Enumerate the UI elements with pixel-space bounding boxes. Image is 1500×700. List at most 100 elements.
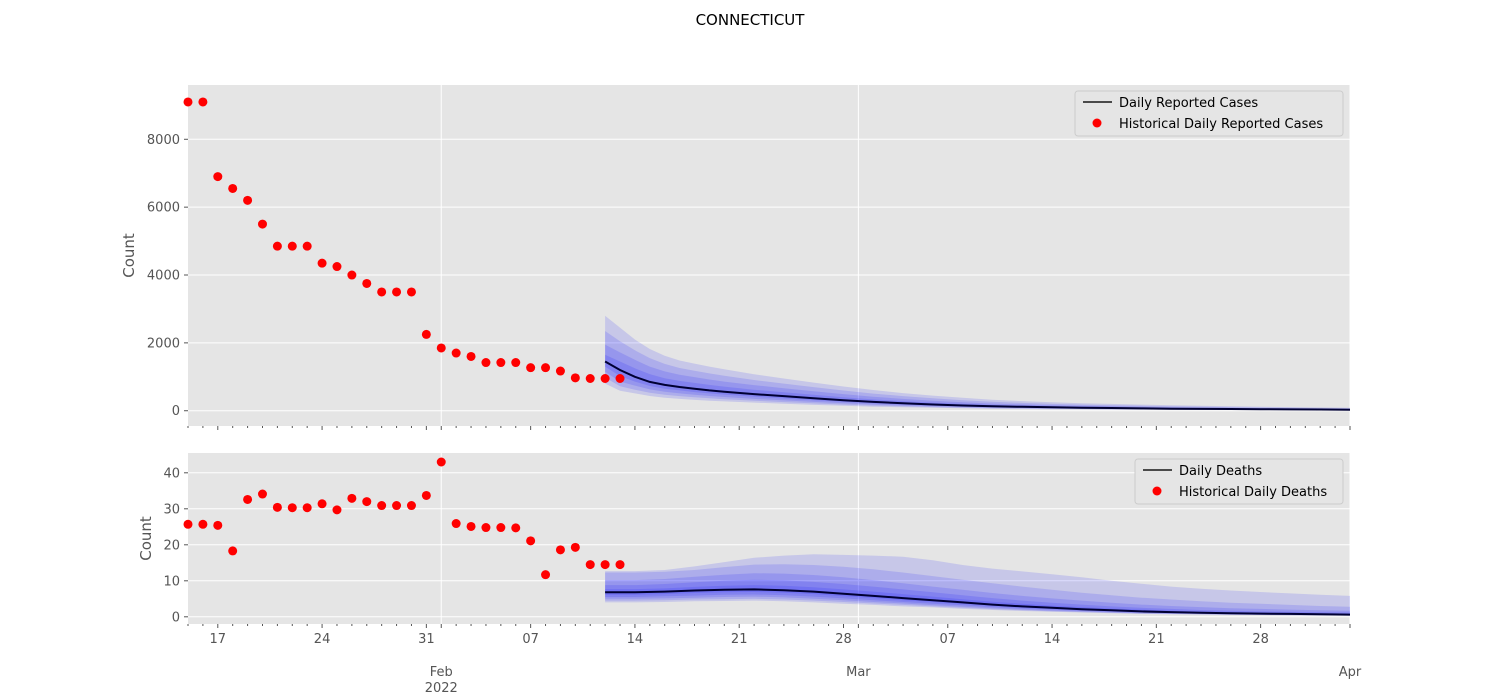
- deaths-forecast-band-2: [605, 573, 1350, 616]
- cases-y-tick-label: 4000: [147, 269, 180, 284]
- deaths-legend-entry: Historical Daily Deaths: [1179, 485, 1327, 500]
- cases-historical-point: [466, 351, 476, 361]
- shared-x-axis: 17 24 31 07 14 21 28 07 14 21 28 Feb Mar Apr 2022: [210, 632, 1362, 696]
- cases-forecast-band-1: [605, 331, 1350, 411]
- cases-legend-point-swatch: [1092, 118, 1102, 128]
- deaths-forecast-band-0: [605, 554, 1350, 616]
- deaths-historical-point: [228, 546, 238, 556]
- deaths-historical-point: [377, 501, 387, 511]
- cases-historical-point: [257, 219, 267, 229]
- cases-historical-point: [570, 373, 580, 383]
- deaths-historical-point: [213, 520, 223, 530]
- cases-historical-point: [243, 195, 253, 205]
- cases-historical-point: [600, 373, 610, 383]
- cases-legend-entry: Daily Reported Cases: [1119, 96, 1258, 111]
- cases-historical-point: [347, 270, 357, 280]
- cases-historical-point: [392, 287, 402, 297]
- deaths-historical-point: [555, 545, 565, 555]
- deaths-historical-point: [541, 570, 551, 580]
- deaths-historical-point: [496, 523, 506, 533]
- deaths-legend-box: [1134, 458, 1344, 505]
- cases-historical-point: [451, 348, 461, 358]
- cases-y-tick-label: 2000: [147, 336, 180, 351]
- deaths-historical-point: [585, 560, 595, 570]
- cases-historical-point: [406, 287, 416, 297]
- x-month-tick-label: Mar: [846, 665, 871, 680]
- cases-forecast-band-0: [605, 315, 1350, 411]
- deaths-historical-point: [436, 457, 446, 467]
- x-day-tick-label: 21: [731, 632, 748, 647]
- deaths-y-tick-label: 40: [163, 466, 180, 481]
- x-day-tick-label: 31: [418, 632, 435, 647]
- deaths-y-tick-label: 10: [163, 574, 180, 589]
- deaths-forecast-band-3: [605, 579, 1350, 615]
- deaths-historical-point: [198, 519, 208, 529]
- x-day-tick-label: 14: [1044, 632, 1061, 647]
- deaths-historical-point: [392, 501, 402, 511]
- deaths-historical-point: [600, 560, 610, 570]
- deaths-y-tick-label: 20: [163, 538, 180, 553]
- cases-historical-point: [362, 278, 372, 288]
- cases-y-tick-label: 6000: [147, 201, 180, 216]
- x-month-tick-label: Feb: [430, 665, 453, 680]
- cases-historical-point: [198, 97, 208, 107]
- deaths-historical-point: [257, 489, 267, 499]
- cases-historical-point: [481, 358, 491, 368]
- x-day-tick-label: 28: [835, 632, 852, 647]
- x-day-tick-label: 07: [522, 632, 539, 647]
- deaths-historical-point: [406, 501, 416, 511]
- deaths-historical-point: [332, 505, 342, 515]
- x-day-tick-label: 24: [314, 632, 331, 647]
- cases-legend: Daily Reported Cases Historical Daily Rep…: [1074, 90, 1344, 137]
- cases-historical-point: [615, 373, 625, 383]
- cases-historical-point: [332, 262, 342, 272]
- cases-historical-point: [272, 241, 282, 251]
- x-day-tick-label: 21: [1148, 632, 1165, 647]
- x-day-tick-label: 07: [939, 632, 956, 647]
- cases-historical-point: [555, 366, 565, 376]
- cases-legend-box: [1074, 90, 1344, 137]
- cases-historical-point: [228, 183, 238, 193]
- cases-historical-point: [541, 363, 551, 373]
- deaths-historical-point: [362, 497, 372, 507]
- x-month-tick-label: Apr: [1339, 665, 1362, 680]
- deaths-forecast-band-1: [605, 564, 1350, 616]
- cases-historical-point: [302, 241, 312, 251]
- deaths-y-label: Count: [137, 516, 155, 561]
- cases-historical-point: [287, 241, 297, 251]
- deaths-y-tick-label: 0: [172, 610, 180, 625]
- cases-y-tick-label: 0: [172, 404, 180, 419]
- deaths-historical-point: [272, 502, 282, 512]
- cases-historical-point: [511, 358, 521, 368]
- cases-historical-point: [377, 287, 387, 297]
- cases-historical-point: [436, 343, 446, 353]
- cases-y-tick-label: 8000: [147, 133, 180, 148]
- cases-historical-point: [183, 97, 193, 107]
- deaths-legend-point-swatch: [1152, 486, 1162, 496]
- deaths-historical-point: [317, 499, 327, 509]
- deaths-historical-point: [302, 503, 312, 513]
- deaths-panel: 0 10 20 30 40 Count Daily Deaths Historical Dai…: [137, 453, 1351, 628]
- deaths-historical-point: [526, 536, 536, 546]
- cases-historical-point: [213, 172, 223, 182]
- cases-historical-point: [496, 358, 506, 368]
- deaths-historical-point: [615, 560, 625, 570]
- x-day-tick-label: 17: [210, 632, 227, 647]
- cases-historical-point: [585, 373, 595, 383]
- deaths-historical-point: [243, 494, 253, 504]
- deaths-y-tick-label: 30: [163, 502, 180, 517]
- deaths-legend-entry: Daily Deaths: [1179, 464, 1262, 479]
- cases-legend-entry: Historical Daily Reported Cases: [1119, 117, 1323, 132]
- cases-y-label: Count: [120, 233, 138, 278]
- deaths-historical-point: [183, 519, 193, 529]
- cases-historical-point: [421, 329, 431, 339]
- cases-median-line: [604, 360, 1351, 411]
- cases-panel: 0 2000 4000 6000 8000 Count Daily Reported Cas…: [120, 85, 1351, 430]
- deaths-historical-point: [570, 542, 580, 552]
- cases-plot-area: [188, 85, 1350, 426]
- deaths-median-line: [605, 588, 1351, 616]
- deaths-historical-point: [451, 519, 461, 529]
- x-year-label: 2022: [425, 681, 458, 696]
- deaths-legend: Daily Deaths Historical Daily Deaths: [1134, 458, 1344, 505]
